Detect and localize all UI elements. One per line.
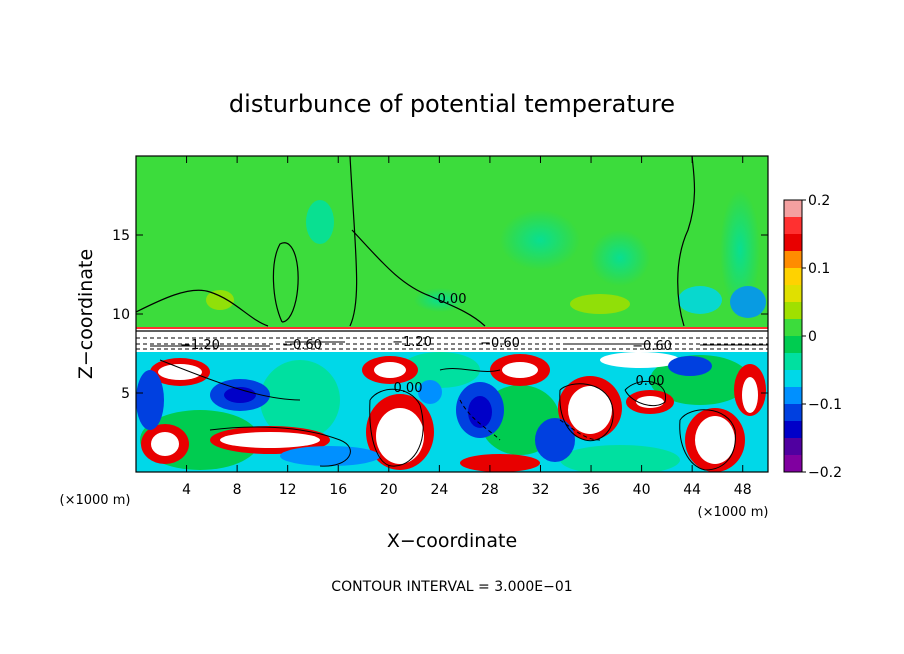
- y-axis-label: Z−coordinate: [75, 249, 97, 379]
- colorbar-swatch: [784, 370, 802, 388]
- colorbar-tick-label: −0.2: [808, 465, 842, 481]
- colorbar-swatch: [784, 251, 802, 269]
- x-unit-label-left: (×1000 m): [60, 493, 131, 508]
- x-tick-label: 4: [182, 482, 191, 498]
- colorbar-swatch: [784, 285, 802, 303]
- zero-contour-upper: [136, 156, 696, 327]
- x-unit-label-right: (×1000 m): [698, 505, 769, 520]
- contour-label: 0.00: [636, 374, 665, 389]
- colorbar-swatch: [784, 200, 802, 218]
- colorbar-tick-label: −0.1: [808, 397, 842, 413]
- colorbar-swatch: [784, 421, 802, 439]
- colorbar-swatch: [784, 217, 802, 235]
- colorbar-tick-label: 0.1: [808, 261, 830, 277]
- colorbar-tick-label: 0.2: [808, 193, 830, 209]
- colorbar-swatch: [784, 438, 802, 456]
- lower-contours: [159, 359, 736, 471]
- colorbar-swatch: [784, 234, 802, 252]
- x-tick-label: 16: [329, 482, 347, 498]
- zero-contour-upper-2: [351, 229, 431, 297]
- colorbar-swatch: [784, 319, 802, 337]
- colorbar: 0.2 0.1 0 −0.1 −0.2: [783, 193, 842, 481]
- contour-interval-note: CONTOUR INTERVAL = 3.000E−01: [331, 579, 572, 595]
- contour-label: −1.20: [180, 338, 220, 353]
- y-axis-ticks: 5 10 15: [112, 228, 768, 402]
- x-tick-label: 44: [683, 482, 701, 498]
- colorbar-swatch: [784, 353, 802, 371]
- y-tick-label: 10: [112, 307, 130, 323]
- colorbar-swatch: [784, 455, 802, 473]
- colorbar-swatch: [784, 268, 802, 286]
- x-tick-label: 48: [734, 482, 752, 498]
- colorbar-swatch: [784, 336, 802, 354]
- colorbar-swatch: [784, 387, 802, 405]
- contour-label: 0.00: [438, 292, 467, 307]
- contour-label: −0.60: [282, 338, 322, 353]
- x-tick-label: 8: [233, 482, 242, 498]
- contour-label: 0.00: [394, 381, 423, 396]
- x-tick-label: 36: [582, 482, 600, 498]
- contour-labels: 0.00 0.00 0.00 −1.20 −1.20 −0.60 −0.60 −…: [180, 292, 672, 396]
- colorbar-swatch: [784, 302, 802, 320]
- colorbar-swatch: [784, 404, 802, 422]
- chart-title: disturbunce of potential temperature: [229, 90, 675, 118]
- upper-layer-anomalies: [206, 190, 766, 318]
- x-tick-label: 32: [532, 482, 550, 498]
- plot-area: [136, 156, 768, 472]
- contour-label: −0.60: [480, 336, 520, 351]
- x-tick-label: 24: [430, 482, 448, 498]
- y-tick-label: 5: [121, 386, 130, 402]
- contour-label: −0.60: [632, 339, 672, 354]
- inversion-band: [136, 328, 768, 352]
- x-tick-label: 12: [279, 482, 297, 498]
- y-tick-label: 15: [112, 228, 130, 244]
- contour-label: −1.20: [392, 335, 432, 350]
- x-tick-label: 20: [380, 482, 398, 498]
- colorbar-tick-label: 0: [808, 329, 817, 345]
- x-tick-label: 28: [481, 482, 499, 498]
- x-tick-label: 40: [633, 482, 651, 498]
- x-axis-label: X−coordinate: [387, 530, 517, 552]
- x-axis-ticks: 4 8 12 16 20 24 28 32 36 40 44 48: [182, 156, 752, 498]
